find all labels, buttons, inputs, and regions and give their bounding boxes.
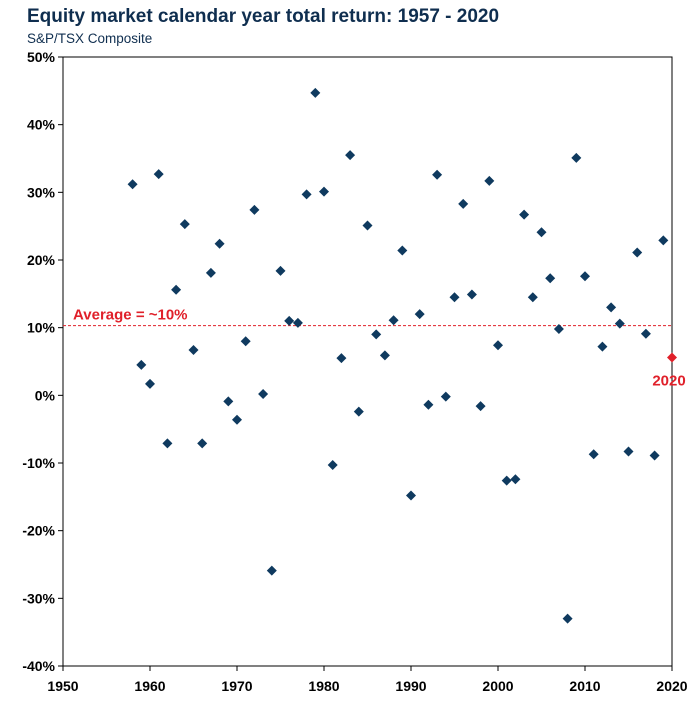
average-label: Average = ~10% xyxy=(73,307,188,324)
y-tick-label: 50% xyxy=(27,49,56,65)
data-point xyxy=(432,169,443,180)
x-tick-label: 1980 xyxy=(308,678,339,694)
x-tick-label: 2020 xyxy=(656,678,687,694)
plot-area xyxy=(62,56,673,667)
data-point xyxy=(640,328,651,339)
data-point xyxy=(466,289,477,300)
data-point xyxy=(362,220,373,231)
data-point xyxy=(406,490,416,501)
data-point xyxy=(371,329,382,340)
y-tick-label: 40% xyxy=(27,117,56,133)
data-point xyxy=(493,340,503,351)
x-tick-label: 1950 xyxy=(47,678,78,694)
data-point xyxy=(536,227,547,238)
data-point xyxy=(214,238,225,249)
data-point xyxy=(449,292,460,303)
data-point xyxy=(345,150,356,161)
data-point xyxy=(249,204,260,215)
data-point xyxy=(197,438,208,449)
data-point xyxy=(319,186,329,197)
data-point xyxy=(484,175,495,186)
x-tick-label: 1970 xyxy=(221,678,252,694)
y-axis: -40% -30% -20% -10% 0% 10% 20% 30% 40% 50% xyxy=(22,49,63,674)
y-tick-label: 30% xyxy=(27,184,56,200)
data-point xyxy=(397,245,408,256)
data-point xyxy=(179,219,190,230)
data-point xyxy=(353,406,364,417)
x-tick-label: 1990 xyxy=(395,678,426,694)
average-layer: Average = ~10% xyxy=(63,307,672,327)
data-point xyxy=(597,341,608,352)
y-tick-label: -20% xyxy=(22,523,55,539)
data-point xyxy=(510,474,521,485)
data-point xyxy=(162,438,173,449)
data-point xyxy=(171,284,182,295)
x-tick-label: 2000 xyxy=(482,678,513,694)
data-point xyxy=(153,169,164,180)
data-point xyxy=(301,189,312,200)
chart-subtitle: S&P/TSX Composite xyxy=(27,31,153,46)
data-point xyxy=(284,315,295,326)
data-point xyxy=(606,302,617,313)
data-point xyxy=(501,475,512,486)
data-point xyxy=(188,344,199,355)
y-tick-label: 10% xyxy=(27,320,56,336)
x-tick-label: 1960 xyxy=(134,678,165,694)
chart-title: Equity market calendar year total return… xyxy=(27,6,500,27)
data-point xyxy=(553,324,564,335)
y-tick-label: 20% xyxy=(27,252,56,268)
data-point xyxy=(145,378,155,389)
data-point xyxy=(379,350,390,361)
data-point xyxy=(414,309,425,320)
data-point xyxy=(223,396,234,407)
data-point xyxy=(423,399,434,410)
data-point xyxy=(527,292,538,303)
y-tick-label: -10% xyxy=(22,455,55,471)
highlight-point xyxy=(667,352,677,363)
points-layer xyxy=(127,87,669,624)
y-tick-label: -30% xyxy=(22,590,55,606)
data-point xyxy=(571,152,582,163)
data-point xyxy=(649,450,660,461)
data-point xyxy=(562,613,573,624)
highlight-label: 2020 xyxy=(652,372,685,389)
data-point xyxy=(588,449,599,460)
x-axis: 1950 1960 1970 1980 1990 2000 2010 2020 xyxy=(47,666,688,694)
data-point xyxy=(240,336,251,347)
data-point xyxy=(275,265,286,276)
data-point xyxy=(336,353,347,364)
x-tick-label: 2010 xyxy=(569,678,600,694)
y-tick-label: 0% xyxy=(35,387,56,403)
data-point xyxy=(440,391,451,402)
data-point xyxy=(232,414,242,425)
y-tick-label: -40% xyxy=(22,658,55,674)
plot-frame xyxy=(62,56,673,667)
data-point xyxy=(614,318,625,329)
highlight-layer: 2020 xyxy=(652,352,686,389)
data-point xyxy=(327,460,338,471)
data-point xyxy=(519,209,530,220)
data-point xyxy=(475,401,486,412)
data-point xyxy=(632,247,643,258)
data-point xyxy=(136,359,147,370)
data-point xyxy=(623,446,634,457)
data-point xyxy=(658,235,669,246)
data-point xyxy=(292,317,303,328)
data-point xyxy=(310,87,321,98)
data-point xyxy=(205,267,216,278)
data-point xyxy=(458,198,469,209)
data-point xyxy=(388,315,399,326)
data-point xyxy=(258,388,269,399)
data-point xyxy=(580,271,590,282)
data-point xyxy=(127,179,138,190)
data-point xyxy=(266,565,277,576)
data-point xyxy=(545,273,556,284)
